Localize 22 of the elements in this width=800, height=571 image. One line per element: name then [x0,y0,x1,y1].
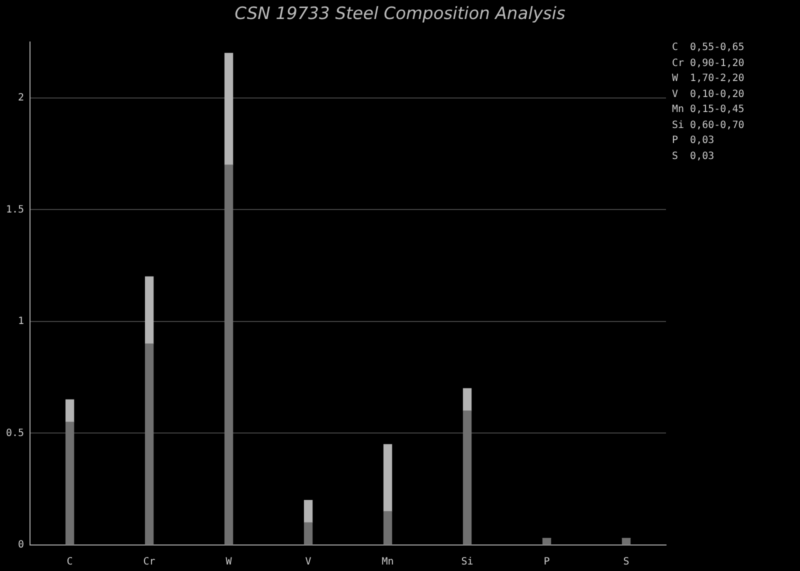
x-tick-label: Cr [143,556,156,568]
x-tick-label: V [305,556,312,568]
chart-title: CSN 19733 Steel Composition Analysis [234,4,566,24]
x-tick-label: Si [461,556,474,568]
x-tick-label: P [544,556,550,568]
text: Si 0,60-0,70 [672,118,744,132]
text: Mn 0,15-0,45 [672,103,744,117]
text: Cr 0,90-1,20 [672,56,744,70]
text: S 0,03 [672,150,716,164]
y-tick-label: 2 [18,92,24,104]
y-tick-label: 0.5 [6,428,24,439]
x-tick-label: W [226,556,233,568]
x-tick-label: Mn [382,556,394,568]
text: C 0,55-0,65 [672,41,744,55]
text: V 0,10-0,20 [672,88,744,102]
text: P 0,03 [672,134,716,148]
text: W 1,70-2,20 [672,72,744,86]
y-tick-label: 1.5 [6,204,24,216]
y-tick-label: 1 [18,316,24,328]
y-tick-label: 0 [18,540,24,551]
x-tick-label: C [66,556,73,568]
x-tick-label: S [623,556,630,568]
